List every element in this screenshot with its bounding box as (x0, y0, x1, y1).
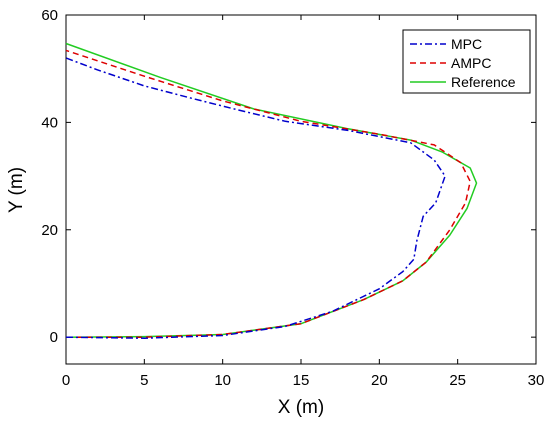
x-tick-label: 15 (293, 372, 310, 389)
series-layer (65, 42, 478, 339)
series-line-mpc (65, 57, 446, 339)
y-tick-label: 60 (41, 7, 58, 24)
y-axis: 0 20 40 60 (41, 7, 536, 346)
y-tick-label: 0 (50, 329, 58, 346)
y-tick-label: 20 (41, 222, 58, 239)
x-axis: 0 5 10 15 20 25 30 (62, 15, 545, 389)
series-line-ampc (65, 49, 471, 338)
x-tick-label: 25 (449, 372, 466, 389)
x-tick-label: 0 (62, 372, 70, 389)
y-tick-label: 40 (41, 114, 58, 131)
legend-label-mpc: MPC (451, 36, 482, 52)
legend-label-reference: Reference (451, 74, 516, 90)
x-tick-label: 5 (140, 372, 148, 389)
x-tick-label: 10 (214, 372, 231, 389)
legend: MPC AMPC Reference (402, 29, 531, 94)
legend-label-ampc: AMPC (451, 55, 491, 71)
x-axis-title: X (m) (278, 397, 324, 418)
x-tick-label: 20 (371, 372, 388, 389)
x-tick-label: 30 (528, 372, 545, 389)
y-axis-title: Y (m) (6, 167, 27, 213)
series-line-reference (65, 42, 478, 338)
